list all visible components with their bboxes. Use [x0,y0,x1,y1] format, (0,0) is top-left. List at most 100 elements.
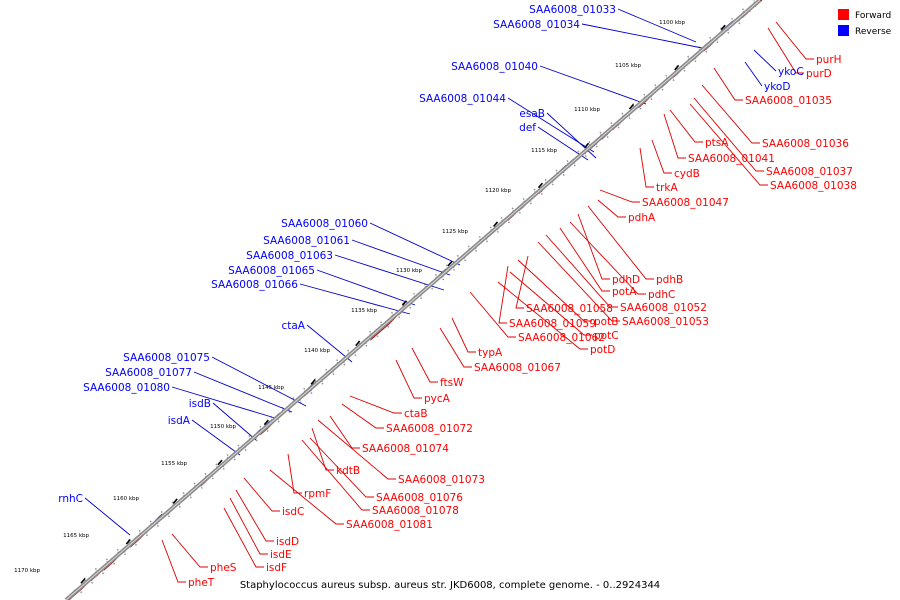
label-leader-line [515,255,529,309]
forward-gene-label: SAA6008_01035 [745,95,832,107]
label-leader-line [451,317,476,353]
reverse-gene-label: SAA6008_01061 [263,235,350,247]
kbp-tick-label: 1100 kbp [659,20,685,26]
forward-gene-label: potC [594,330,619,342]
forward-gene-label: pheS [210,562,237,574]
kbp-tick-mark [172,498,178,504]
forward-gene-label: SAA6008_01058 [526,303,613,315]
kbp-tick-label: 1170 kbp [14,568,40,574]
label-leader-line [693,97,764,172]
kbp-tick-label: 1160 kbp [113,496,139,502]
label-leader-line [597,199,626,218]
label-leaders [84,8,814,583]
kbp-tick-label: 1105 kbp [615,63,641,69]
forward-gene-label: SAA6008_01047 [642,197,729,209]
legend-reverse-label: Reverse [855,27,892,37]
forward-gene-label: SAA6008_01078 [372,505,459,517]
label-leader-line [369,222,461,266]
forward-gene-label: potD [590,344,615,356]
kbp-tick-mark [628,103,635,110]
label-leader-line [317,419,396,480]
label-leader-line [545,234,618,308]
label-leader-line [537,241,620,322]
forward-gene-label: SAA6008_01053 [622,316,709,328]
forward-gene-label: kdtB [336,465,360,477]
reverse-gene-label: SAA6008_01040 [451,61,538,73]
legend-reverse-swatch [838,25,849,36]
kbp-tick-mark [355,340,361,347]
kbp-tick-mark [674,64,680,71]
forward-gene-label: potB [594,316,618,328]
kbp-tick-label: 1125 kbp [442,229,468,235]
label-leader-line [469,291,516,338]
forward-gene-label: isdD [276,536,299,548]
kbp-tick-mark [80,578,86,584]
label-leader-line [212,402,257,441]
forward-gene-label: rpmF [304,488,331,500]
label-leader-line [744,61,763,87]
label-leader-line [306,324,353,363]
forward-gene-label: isdE [270,549,292,561]
reverse-gene-label: SAA6008_01080 [83,382,170,394]
kbp-tick-label: 1165 kbp [63,533,89,539]
kbp-tick-label: 1135 kbp [351,308,377,314]
forward-gene-label: cydB [674,168,700,180]
legend-forward-label: Forward [855,11,891,21]
label-leader-line [341,403,384,429]
label-leader-line [171,386,276,419]
label-leader-line [639,147,654,188]
label-leader-line [329,415,360,449]
legend: Forward Reverse [838,9,892,37]
forward-gene-label: ptsA [705,137,729,149]
label-leader-line [287,453,302,494]
label-leader-line [334,254,445,291]
forward-gene-label: SAA6008_01037 [766,166,853,178]
kbp-tick-mark [217,459,223,466]
reverse-gene-label: SAA6008_01033 [529,4,616,16]
label-leader-line [581,23,703,49]
genome-backbone-highlight [65,0,761,600]
reverse-gene-label: ykoC [778,66,804,78]
kbp-tick-label: 1115 kbp [531,148,557,154]
label-leader-line [539,65,647,105]
kbp-tick-mark [125,538,131,545]
label-leader-line [587,205,654,280]
forward-gene-label: SAA6008_01073 [398,474,485,486]
label-leader-line [269,469,344,525]
label-leader-line [509,271,592,336]
label-leader-line [663,113,686,159]
label-leader-line [229,497,268,555]
forward-gene-label: SAA6008_01036 [762,138,849,150]
label-leader-line [299,283,411,315]
reverse-gene-label: def [519,122,536,134]
legend-forward-swatch [838,9,849,20]
gene-labels: SAA6008_01033 SAA6008_01034 SAA6008_01040 S… [58,4,857,589]
label-leader-line [316,269,416,306]
forward-gene-label: SAA6008_01038 [770,180,857,192]
kbp-ticks: 1100 kbp 1105 kbp 1110 kbp 1115 kbp 1120 kbp… [14,20,726,584]
forward-gene-label: typA [478,347,503,359]
forward-gene-label: SAA6008_01062 [518,332,605,344]
label-leader-line [617,8,697,43]
label-leader-line [301,439,370,511]
label-leader-line [577,213,610,280]
forward-gene-label: purD [806,68,832,80]
forward-gene-label: ftsW [440,377,464,389]
kbp-tick-mark [447,260,453,267]
forward-gene-label: pdhA [628,212,656,224]
forward-gene-label: purH [816,54,842,66]
reverse-gene-label: isdB [189,398,211,410]
label-leader-line [775,21,814,60]
reverse-gene-label: SAA6008_01060 [281,218,368,230]
forward-gene-label: SAA6008_01041 [688,153,775,165]
label-leader-line [517,259,592,322]
label-leader-line [191,419,241,456]
kbp-tick-mark [537,182,544,189]
forward-gene-label: pdhD [612,274,640,286]
reverse-gene-label: ykoD [764,81,790,93]
label-leader-line [243,477,280,512]
forward-gene-label: pycA [424,393,451,405]
label-leader-line [439,327,472,368]
label-leader-line [84,497,131,536]
